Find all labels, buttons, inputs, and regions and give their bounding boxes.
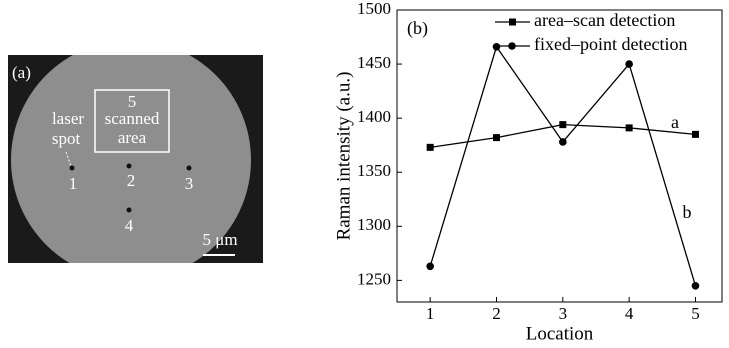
legend-label: area–scan detection: [534, 10, 675, 30]
y-tick-label: 1350: [357, 161, 391, 180]
legend-marker: [509, 19, 516, 26]
spot: [127, 164, 132, 169]
x-tick-label: 2: [492, 304, 501, 323]
panel-label: (b): [407, 18, 428, 39]
y-tick-label: 1450: [357, 53, 391, 72]
spot: [127, 208, 132, 213]
point: [625, 60, 633, 68]
point: [493, 134, 500, 141]
y-axis-label: Raman intensity (a.u.): [333, 72, 354, 241]
panel-a: (a) 5 scanned area laser spot 1 2 3 4 5 …: [8, 40, 263, 280]
y-tick-label: 1400: [357, 107, 391, 126]
spot-label: laser: [52, 109, 84, 128]
panel-b: 1250 1300 1350 1400 1450 1500 1 2 3 4 5 Location Ram…: [333, 0, 722, 344]
curve-annotation: b: [683, 202, 692, 222]
point: [426, 263, 434, 271]
x-tick-label: 3: [559, 304, 568, 323]
point: [626, 124, 633, 131]
spot: [187, 166, 192, 171]
curve-annotation: a: [671, 112, 679, 132]
point: [559, 121, 566, 128]
point: [692, 131, 699, 138]
point: [427, 144, 434, 151]
point: [559, 138, 567, 146]
box-label: area: [118, 128, 147, 147]
point-label: 2: [127, 171, 136, 190]
point: [493, 43, 501, 51]
panel-label: (a): [12, 63, 31, 82]
point: [692, 282, 700, 290]
y-tick-label: 1500: [357, 0, 391, 18]
y-tick-label: 1300: [357, 215, 391, 234]
spot: [70, 166, 75, 171]
legend-marker: [508, 42, 516, 50]
point-label: 4: [125, 216, 134, 235]
x-tick-label: 1: [426, 304, 435, 323]
spot-label: spot: [52, 129, 81, 148]
legend-label: fixed–point detection: [534, 34, 687, 54]
x-tick-label: 4: [625, 304, 634, 323]
x-axis-label: Location: [526, 323, 594, 344]
figure: (a) 5 scanned area laser spot 1 2 3 4 5 …: [0, 0, 729, 348]
point-label: 1: [69, 174, 78, 193]
series-line: [430, 47, 695, 286]
x-tick-label: 5: [691, 304, 700, 323]
point-label: 3: [185, 174, 194, 193]
y-tick-label: 1250: [357, 269, 391, 288]
scale-bar-label: 5 μm: [202, 230, 237, 249]
box-label: scanned: [105, 109, 160, 128]
